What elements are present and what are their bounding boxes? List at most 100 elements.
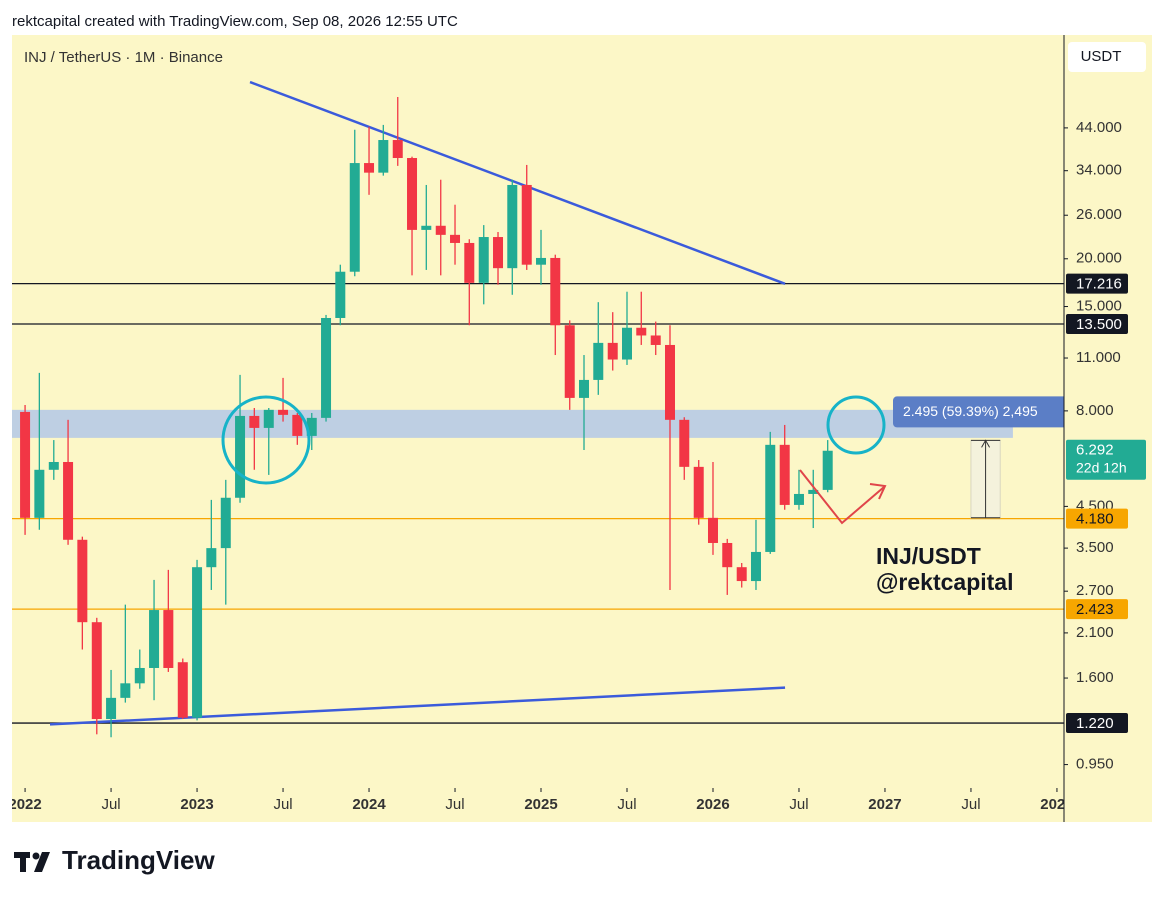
candle-body (808, 489, 819, 494)
candle-body (765, 444, 776, 552)
watermark: INJ/USDT (876, 543, 981, 569)
measure-arrow-head (981, 439, 991, 448)
x-tick-label: 2024 (352, 796, 386, 813)
candle-body (679, 419, 690, 467)
candle-body (335, 271, 346, 318)
currency-box (1068, 42, 1146, 72)
x-tick-label: Jul (961, 796, 980, 813)
x-tick-label: Jul (617, 796, 636, 813)
candle-body (707, 517, 718, 543)
candle-body (521, 184, 532, 265)
level-label-box (1066, 599, 1128, 620)
x-tick-label: 2028 (1040, 796, 1073, 813)
candle-body (493, 237, 504, 269)
support-zone (12, 409, 1013, 438)
candle-body (149, 610, 160, 668)
plot-area: 2.495 (59.39%) 2,495 (12, 80, 1064, 738)
logo-mark (20, 852, 26, 872)
y-tick-label: 2.100 (1076, 624, 1114, 641)
candle-body (421, 225, 432, 230)
level-label-box (1066, 713, 1128, 734)
measure-label: 2.495 (59.39%) 2,495 (903, 403, 1038, 419)
candle-body (693, 466, 704, 518)
chart-title: INJ / TetherUS · 1M · Binance (24, 49, 223, 66)
logo-text: TradingView (62, 845, 215, 875)
candle-body (450, 234, 461, 243)
candle-body (793, 493, 804, 505)
y-tick-label: 15.000 (1076, 298, 1122, 315)
x-tick-label: 2025 (524, 796, 557, 813)
currency: USDT (1081, 48, 1122, 65)
level-label-box (1066, 273, 1128, 294)
y-tick-label: 2.700 (1076, 582, 1114, 599)
highlight-circle (826, 395, 886, 455)
candle-body (822, 450, 833, 490)
candle-body (163, 610, 174, 668)
candle-body (478, 237, 489, 283)
x-tick-label: Jul (789, 796, 808, 813)
level-label: 13.500 (1076, 316, 1122, 333)
candle-body (579, 379, 590, 398)
candle-body (536, 257, 547, 265)
candle-body (206, 548, 217, 568)
watermark: @rektcapital (876, 569, 1013, 595)
candle-body (650, 335, 661, 345)
y-tick-label: 44.000 (1076, 119, 1122, 136)
candle-body (407, 158, 418, 230)
candle-body (636, 327, 647, 336)
y-tick-label: 26.000 (1076, 206, 1122, 223)
candle-body (664, 344, 675, 420)
candle-body (34, 469, 45, 518)
projection-arrow (799, 469, 885, 525)
x-tick-label: 2026 (696, 796, 729, 813)
candle-body (621, 327, 632, 360)
x-tick-label: 2022 (8, 796, 41, 813)
x-tick-label: Jul (445, 796, 464, 813)
y-tick-label: 8.000 (1076, 402, 1114, 419)
credit: rektcapital created with TradingView.com… (12, 13, 458, 30)
candle-body (134, 667, 145, 684)
level-label: 17.216 (1076, 276, 1122, 293)
y-tick-label: 1.600 (1076, 669, 1114, 686)
trendline (49, 686, 786, 726)
candle-body (306, 417, 317, 436)
price-axis: 44.000 34.000 26.000 20.000 15.000 11.000 8.00… (1064, 119, 1146, 773)
y-tick-label: 3.500 (1076, 539, 1114, 556)
candle-body (722, 542, 733, 568)
candle-body (779, 444, 790, 505)
measure-label-box (893, 396, 1064, 428)
candle-body (507, 184, 518, 269)
candle-body (550, 257, 561, 326)
candle-body (63, 461, 74, 540)
logo-mark (34, 852, 50, 872)
candle-body (593, 342, 604, 380)
level-label-box (1066, 508, 1128, 529)
x-tick-label: 2023 (180, 796, 213, 813)
candle-body (321, 317, 332, 418)
x-tick-label: Jul (273, 796, 292, 813)
candle-body (278, 409, 289, 415)
candle-body (750, 551, 761, 582)
y-tick-label: 0.950 (1076, 756, 1114, 773)
candle-body (292, 414, 303, 436)
candle-body (249, 415, 260, 428)
candle-body (435, 225, 446, 235)
trendline (249, 80, 786, 285)
x-tick-label: 2027 (868, 796, 901, 813)
candle-body (220, 497, 231, 549)
level-label: 2.423 (1076, 601, 1114, 618)
candle-body (736, 567, 747, 582)
candle-body (349, 163, 360, 272)
candle-body (106, 697, 117, 720)
level-label-box (1066, 314, 1128, 335)
candle-body (607, 342, 618, 360)
candle-body (91, 622, 102, 720)
candle-body (192, 567, 203, 718)
countdown: 22d 12h (1076, 459, 1127, 475)
candle-body (364, 163, 375, 173)
last-price: 6.292 (1076, 442, 1114, 459)
candle-body (177, 662, 188, 718)
candle-body (20, 411, 31, 518)
y-tick-label: 34.000 (1076, 162, 1122, 179)
